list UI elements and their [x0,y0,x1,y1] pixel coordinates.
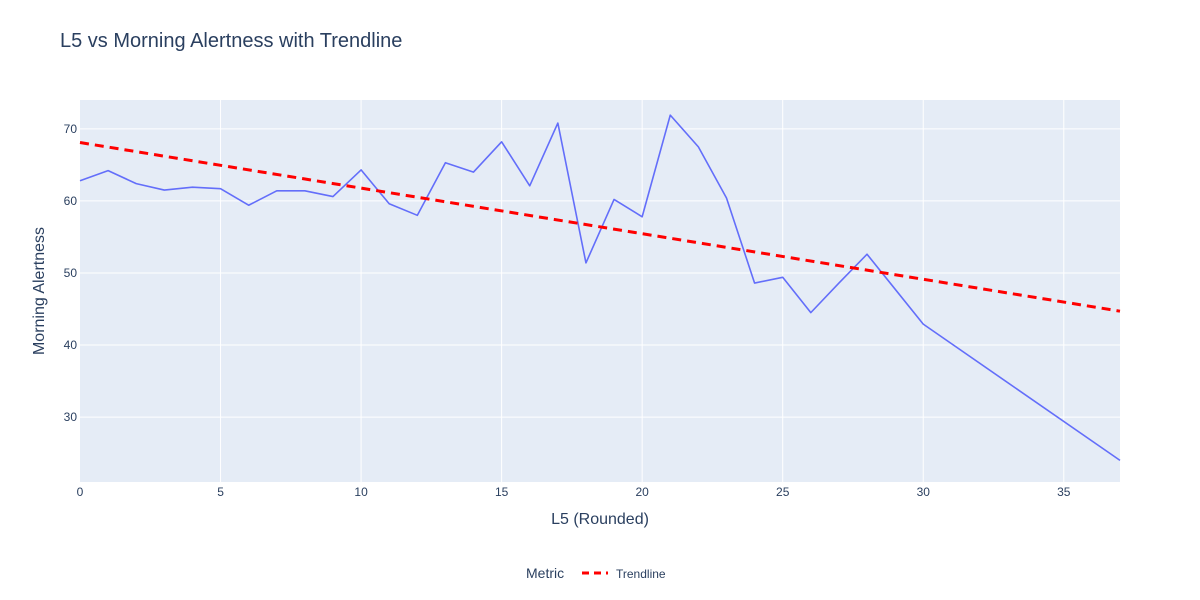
x-tick-label: 0 [77,485,84,499]
trendline-series [79,141,1121,313]
x-axis-title: L5 (Rounded) [551,511,649,528]
plot-background [80,100,1120,482]
x-gridlines [220,100,1065,482]
y-tick-label: 40 [64,338,78,352]
alertness-series-line [79,114,1121,462]
legend-title: Metric [526,565,564,581]
y-axis-title: Morning Alertness [31,227,48,355]
x-tick-label: 15 [495,485,509,499]
x-tick-label: 10 [354,485,368,499]
y-tick-label: 60 [64,194,78,208]
legend-trendline-label: Trendline [616,567,666,581]
series-layer [79,114,1121,462]
x-tick-label: 20 [635,485,649,499]
y-tick-label: 70 [64,122,78,136]
chart-title: L5 vs Morning Alertness with Trendline [60,30,403,52]
x-tick-label: 25 [776,485,790,499]
legend: Metric Trendline [526,565,666,581]
x-tick-label: 5 [217,485,224,499]
y-tick-labels: 30 40 50 60 70 [64,122,78,424]
x-tick-label: 30 [917,485,931,499]
x-tick-labels: 0 5 10 15 20 25 30 35 [77,485,1071,499]
x-tick-label: 35 [1057,485,1071,499]
y-tick-label: 50 [64,266,78,280]
y-tick-label: 30 [64,410,78,424]
y-gridlines [80,128,1120,418]
